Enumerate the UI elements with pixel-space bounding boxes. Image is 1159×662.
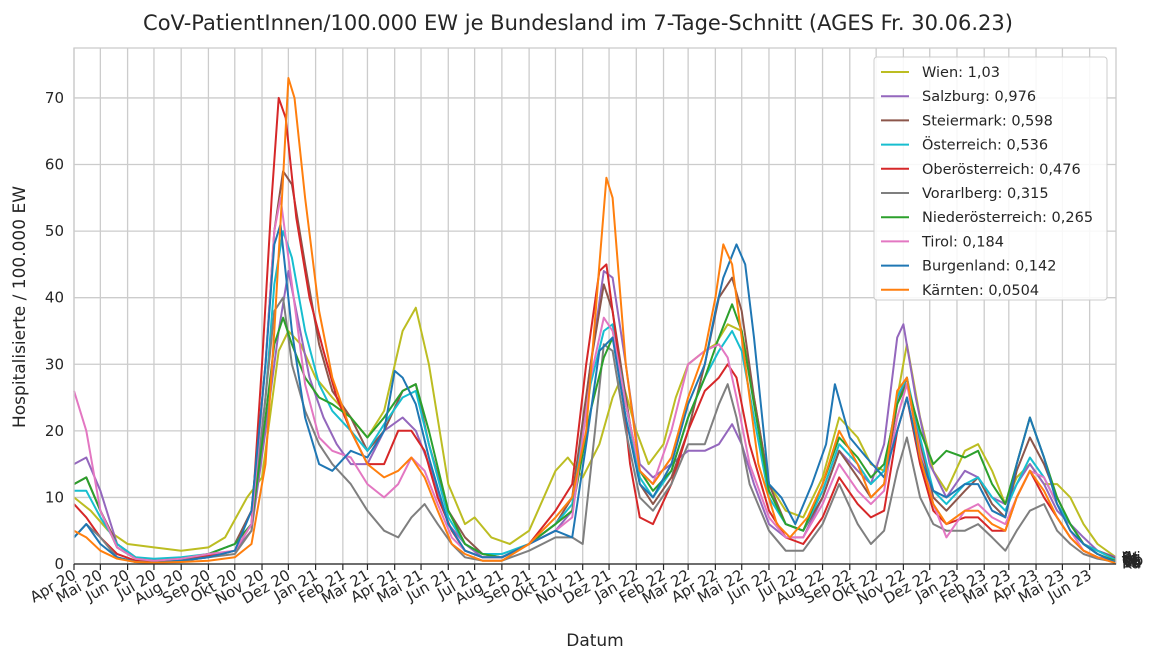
series-line-9	[73, 223, 1117, 564]
legend-entry: Kärnten: 0,0504	[922, 283, 1039, 299]
y-tick-label: 10	[45, 488, 64, 506]
legend: Wien: 1,03 Salzburg: 0,976 Steiermark: 0,5…	[873, 56, 1108, 301]
series-end-label: Bu	[1122, 554, 1142, 572]
plot-frame	[73, 47, 1117, 565]
legend-entry: Oberösterreich: 0,476	[922, 162, 1081, 178]
series-end-label: Ös	[1122, 550, 1142, 569]
series-end-label: Kä	[1122, 554, 1141, 572]
y-tick-label: 50	[45, 222, 64, 240]
y-tick-label: 60	[45, 156, 64, 174]
series-end-label: Ni	[1122, 552, 1137, 570]
legend-entry: Tirol: 0,184	[921, 234, 1004, 250]
series-end-label: Ti	[1121, 553, 1135, 571]
legend-entry: Burgenland: 0,142	[922, 259, 1056, 275]
series-end-label: Sa	[1122, 548, 1141, 566]
y-axis-label: Hospitalisierte / 100.000 EW	[10, 186, 30, 428]
legend-entry: Vorarlberg: 0,315	[922, 186, 1049, 202]
series-line-6	[73, 296, 1117, 564]
y-tick-label: 30	[45, 355, 64, 373]
series-end-label: Vo	[1122, 553, 1140, 571]
series-end-label: Wi	[1122, 548, 1141, 566]
series-end-label: St	[1122, 550, 1138, 568]
y-axis-ticks: 0 10 20 30 40 50 60 70	[45, 89, 64, 573]
series-line-5	[73, 96, 1117, 563]
x-axis-label: Datum	[566, 631, 624, 651]
legend-box	[873, 56, 1108, 301]
legend-entry: Niederösterreich: 0,265	[922, 210, 1093, 226]
legend-entry: Wien: 1,03	[922, 65, 1000, 81]
series-line-1	[73, 306, 1117, 559]
chart-title: CoV-PatientInnen/100.000 EW je Bundeslan…	[143, 11, 1013, 35]
series-end-label: Ob	[1122, 552, 1143, 570]
legend-entry: Salzburg: 0,976	[922, 89, 1036, 105]
legend-entry: Österreich: 0,536	[922, 136, 1048, 154]
series-layer	[73, 77, 1117, 565]
y-tick-label: 0	[54, 555, 64, 573]
y-tick-label: 70	[45, 89, 64, 107]
y-tick-label: 40	[45, 289, 64, 307]
series-line-8	[73, 196, 1117, 563]
series-line-10	[73, 77, 1117, 565]
y-tick-label: 20	[45, 422, 64, 440]
legend-entry: Steiermark: 0,598	[922, 113, 1053, 129]
